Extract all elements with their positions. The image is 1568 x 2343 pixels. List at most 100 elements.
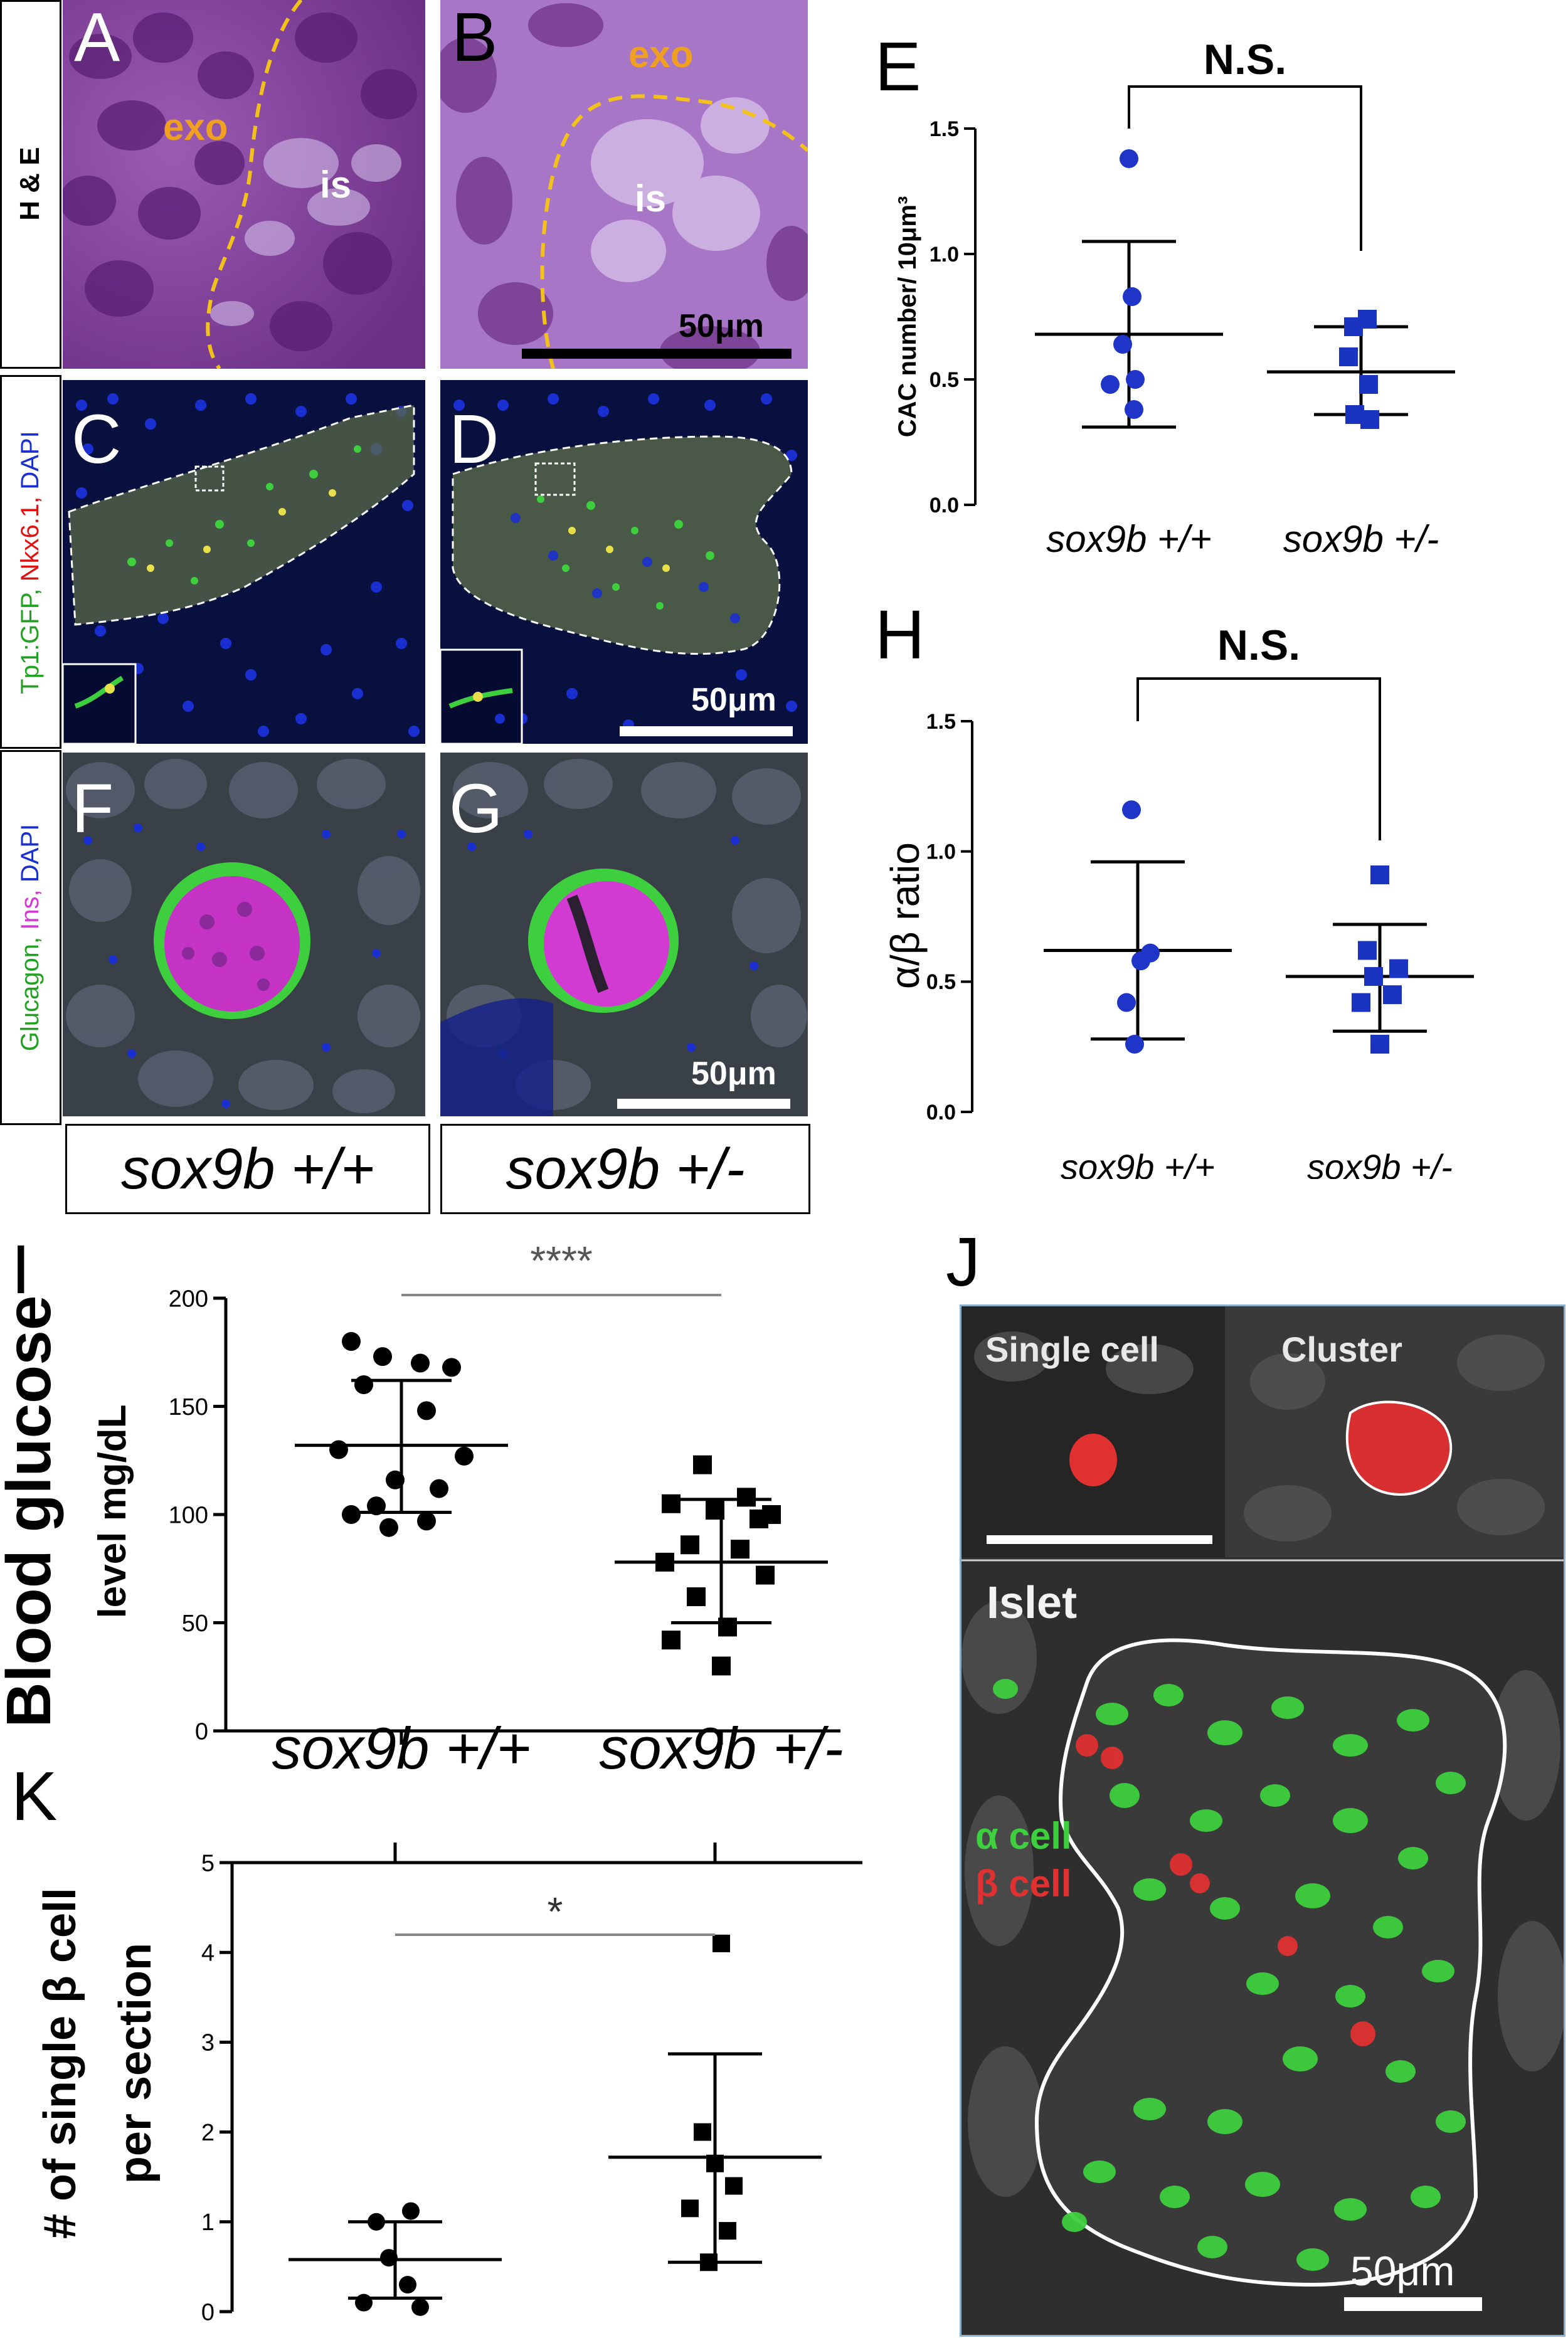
data-point (1344, 317, 1363, 336)
panel-label-d: D (449, 401, 499, 478)
y-tick-label: 1.5 (930, 117, 959, 141)
data-point (411, 1353, 430, 1373)
data-point (355, 2293, 373, 2312)
data-point (402, 2202, 420, 2220)
exo-label-b: exo (628, 33, 694, 75)
alpha-cell-label: α cell (975, 1815, 1072, 1857)
significance-label: N.S. (1204, 36, 1286, 83)
chart-e-cac-number: 0.0 0.5 1.0 1.5 sox9b +/+ sox9b +/- CAC number… (894, 36, 1455, 560)
genotype-box-wt: sox9b +/+ (65, 1124, 430, 1214)
data-point (455, 1446, 474, 1466)
data-point (411, 2298, 429, 2316)
data-point (750, 1509, 768, 1528)
data-point (329, 1440, 348, 1459)
data-point (662, 1494, 681, 1513)
tp1-label-red: Nkx6.1, (16, 496, 44, 582)
tp1-tissue-c (63, 393, 420, 744)
data-point (1101, 375, 1120, 394)
data-point (693, 1455, 712, 1474)
data-point (1122, 800, 1141, 820)
panel-label-h: H (875, 596, 925, 674)
y-tick-label: 50 (182, 1610, 208, 1637)
is-label-b: is (635, 177, 667, 219)
is-label-a: is (320, 164, 352, 206)
panel-label-i: I (11, 1231, 31, 1308)
y-axis-label-line1: Blood glucose (0, 1296, 64, 1728)
data-point (655, 1552, 674, 1572)
panel-label-b: B (452, 0, 498, 76)
data-point (368, 2213, 385, 2231)
data-point (1125, 400, 1143, 419)
y-axis-label-line2: per section (110, 1943, 161, 2184)
y-tick-label: 1 (201, 2209, 215, 2236)
data-point (737, 1488, 756, 1507)
cluster-label: Cluster (1281, 1330, 1402, 1369)
significance-bracket (1136, 677, 1381, 840)
significance-bracket (1128, 85, 1362, 251)
data-point (1113, 335, 1132, 354)
y-tick-label: 1.5 (926, 710, 956, 734)
panel-b-he-image: exo is B 50μm (440, 0, 808, 369)
y-axis-label: CAC number/ 10μm³ (894, 196, 921, 438)
data-point (1131, 951, 1150, 971)
data-point (342, 1332, 361, 1351)
scale-bar-d (620, 726, 793, 736)
he-tissue-a (63, 0, 425, 369)
data-point (700, 2253, 718, 2272)
islet-tissue-j (961, 1306, 1564, 2311)
y-tick-label: 200 (169, 1286, 208, 1312)
data-point (719, 2222, 736, 2240)
data-point (694, 2123, 711, 2141)
data-point (1359, 375, 1378, 394)
scale-bar-b (522, 349, 792, 359)
panel-a-he-image: exo is A (63, 0, 425, 369)
glu-label-green: Glucagon, (16, 936, 44, 1052)
significance-label: N.S. (1217, 621, 1300, 669)
he-row-label-box: H & E (0, 0, 61, 369)
y-tick-label: 4 (201, 1940, 215, 1967)
panel-label-f: F (72, 770, 114, 847)
glu-row-label: Glucagon, Ins, DAPI (13, 759, 48, 1116)
data-point (1360, 410, 1379, 429)
data-point (1126, 370, 1145, 389)
chart-k-single-beta-cells: 012345sox9b +/+sox9b +/-# of single β ce… (35, 1843, 862, 2325)
exo-label-a: exo (163, 106, 228, 148)
data-point (712, 1656, 731, 1676)
panel-d-fluorescence-image: D 50μm (440, 380, 808, 744)
data-point (380, 2249, 398, 2267)
scale-bar-text-b: 50μm (679, 308, 764, 344)
y-tick-label: 100 (169, 1502, 208, 1528)
y-tick-label: 0.0 (930, 494, 959, 517)
tp1-row-label-box: Tp1:GFP, Nkx6.1, DAPI (0, 375, 61, 749)
panel-j-islet-image: Single cell Cluster Islet α cell β cell … (960, 1304, 1565, 2337)
he-row-label: H & E (14, 147, 45, 221)
data-point (430, 1479, 448, 1498)
data-point (417, 1401, 436, 1420)
y-tick-label: 0.5 (926, 970, 956, 994)
islet-tissue-g (440, 759, 807, 1116)
data-point (681, 2199, 699, 2218)
scale-bar-g (617, 1099, 790, 1109)
data-point (342, 1505, 361, 1524)
x-tick-label: sox9b +/+ (272, 1715, 531, 1775)
data-point (1125, 1035, 1144, 1054)
panel-label-e: E (875, 28, 921, 105)
scale-bar-text-g: 50μm (691, 1055, 776, 1092)
data-point (1358, 941, 1377, 960)
data-point (399, 2276, 416, 2294)
y-tick-label: 150 (169, 1394, 208, 1420)
data-point (1370, 865, 1389, 885)
data-point (1117, 993, 1136, 1012)
x-tick-label: sox9b +/- (1283, 518, 1439, 560)
data-point (712, 1934, 730, 1952)
significance-label: **** (530, 1238, 593, 1283)
data-point (756, 1565, 775, 1585)
data-point (1339, 347, 1358, 366)
glu-label-magenta: Ins, (16, 889, 44, 930)
y-tick-label: 2 (201, 2120, 215, 2146)
y-tick-label: 0 (201, 2299, 215, 2325)
tp1-row-label: Tp1:GFP, Nkx6.1, DAPI (13, 384, 48, 741)
x-tick-label: sox9b +/+ (1061, 1147, 1215, 1179)
y-tick-label: 5 (201, 1850, 215, 1876)
data-point (1120, 149, 1138, 168)
